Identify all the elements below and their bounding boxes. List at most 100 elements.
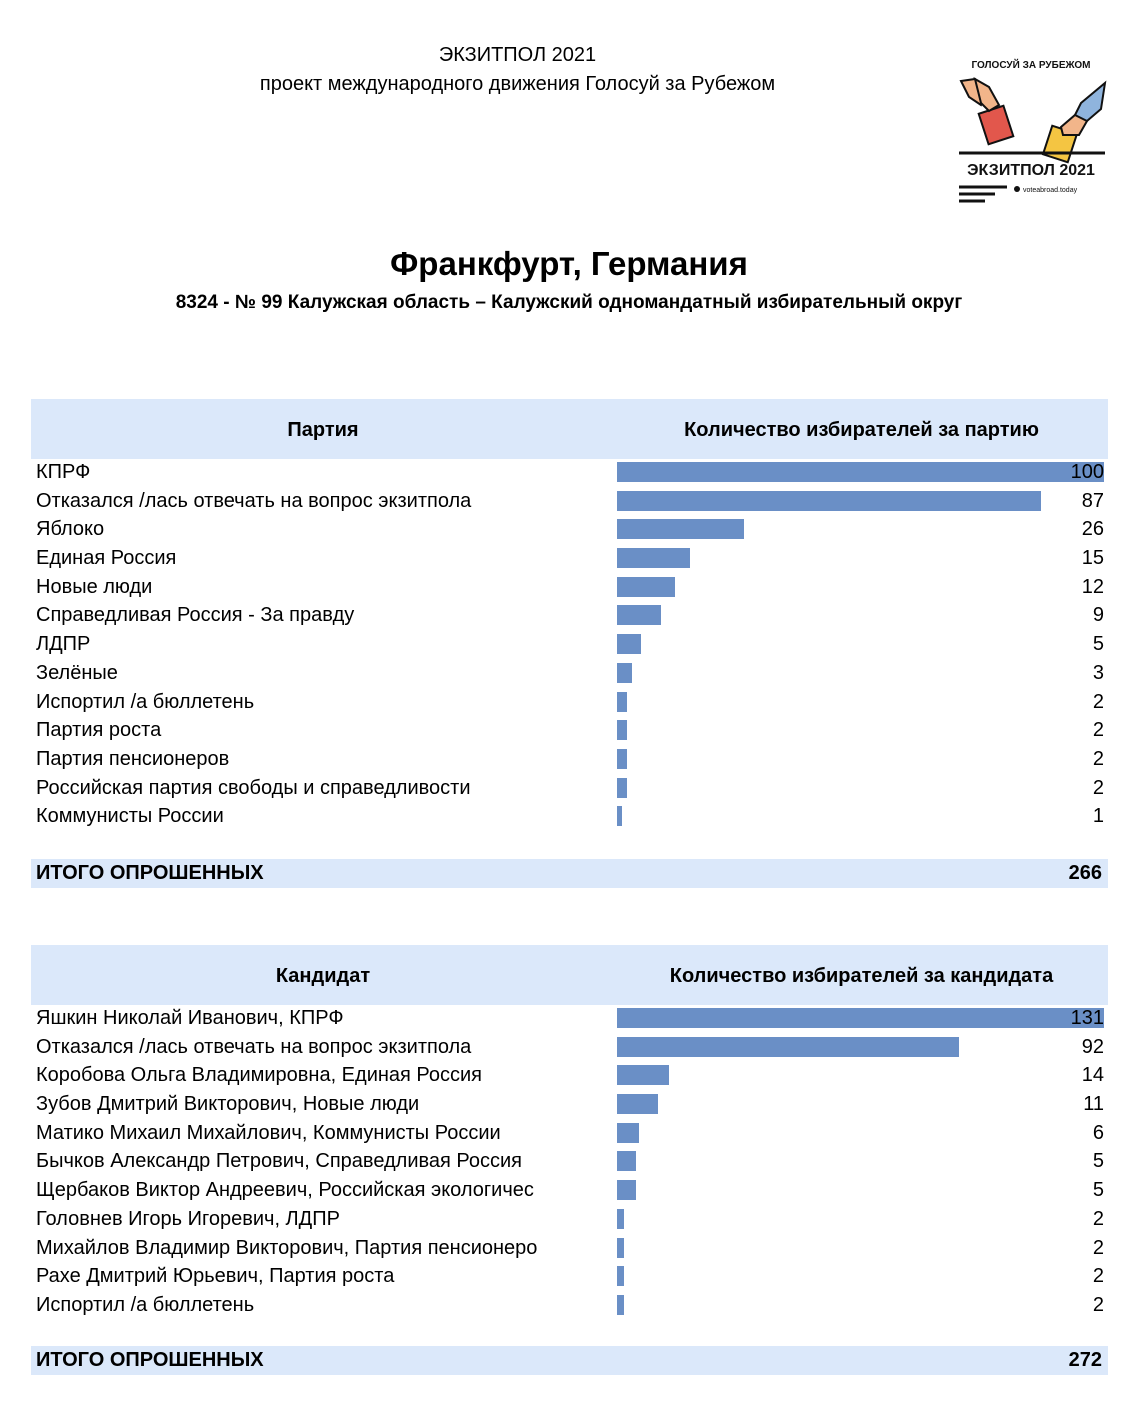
category-label: Испортил /а бюллетень (36, 690, 255, 713)
candidate-table-header: Кандидат Количество избирателей за канди… (31, 945, 1108, 1005)
chart-row: Зелёные 3 (31, 660, 1108, 689)
value-label: 12 (1081, 575, 1104, 598)
value-label: 2 (1092, 1293, 1104, 1316)
value-bar (617, 720, 627, 741)
chart-row: Единая Россия 15 (31, 545, 1108, 574)
candidate-votes-column-header: Количество избирателей за кандидата (669, 965, 1054, 987)
exitpoll-logo: ГОЛОСУЙ ЗА РУБЕЖОМ ЭКЗИТПОЛ 2021 voteabr… (959, 58, 1107, 203)
category-label: Новые люди (36, 575, 153, 598)
category-label: Единая Россия (36, 547, 177, 570)
chart-row: Коммунисты России 1 (31, 803, 1108, 832)
value-bar (617, 748, 627, 769)
category-label: Щербаков Виктор Андреевич, Российская эк… (36, 1179, 534, 1202)
chart-row: Партия пенсионеров 2 (31, 746, 1108, 775)
value-bar (617, 777, 627, 798)
value-bar (617, 1094, 658, 1115)
party-votes-column-header: Количество избирателей за партию (684, 419, 1039, 441)
logo-top-text: ГОЛОСУЙ ЗА РУБЕЖОМ (971, 58, 1090, 71)
category-label: ЛДПР (36, 633, 91, 656)
chart-row: Испортил /а бюллетень 2 (31, 689, 1108, 718)
category-label: Справедливая Россия - За правду (36, 604, 355, 627)
value-label: 2 (1092, 1236, 1104, 1259)
value-bar (617, 1036, 959, 1057)
value-bar (617, 576, 675, 597)
chart-row: Справедливая Россия - За правду 9 (31, 602, 1108, 631)
value-bar (617, 548, 690, 569)
report-subtitle: проект международного движения Голосуй з… (259, 73, 776, 95)
value-label: 5 (1092, 1150, 1104, 1173)
value-bar (617, 806, 622, 827)
value-bar (617, 662, 632, 683)
chart-row: Партия роста 2 (31, 717, 1108, 746)
category-label: Рахе Дмитрий Юрьевич, Партия роста (36, 1265, 395, 1288)
logo-site-text: voteabroad.today (1023, 187, 1078, 194)
value-label: 92 (1081, 1035, 1104, 1058)
chart-row: Рахе Дмитрий Юрьевич, Партия роста 2 (31, 1263, 1108, 1292)
value-bar (617, 605, 661, 626)
chart-row: Яблоко 26 (31, 516, 1108, 545)
value-label: 100 (1070, 461, 1104, 483)
chart-row: Новые люди 12 (31, 574, 1108, 603)
candidate-total-value: 272 (1068, 1349, 1102, 1371)
party-table-header: Партия Количество избирателей за партию (31, 399, 1108, 459)
category-label: Коробова Ольга Владимировна, Единая Росс… (36, 1064, 483, 1087)
value-bar (617, 1266, 624, 1287)
value-bar (617, 1065, 669, 1086)
value-label: 26 (1081, 518, 1104, 541)
category-label: Матико Михаил Михайлович, Коммунисты Рос… (36, 1121, 501, 1144)
value-label: 2 (1092, 1265, 1104, 1288)
value-bar (617, 519, 744, 540)
candidate-column-header: Кандидат (275, 965, 371, 987)
category-label: Михайлов Владимир Викторович, Партия пен… (36, 1236, 538, 1259)
value-label: 2 (1092, 747, 1104, 770)
category-label: Яшкин Николай Иванович, КПРФ (36, 1007, 344, 1029)
value-bar (617, 462, 1104, 482)
chart-row: Щербаков Виктор Андреевич, Российская эк… (31, 1177, 1108, 1206)
chart-row: Коробова Ольга Владимировна, Единая Росс… (31, 1062, 1108, 1091)
category-label: Зубов Дмитрий Викторович, Новые люди (36, 1093, 420, 1116)
category-label: Бычков Александр Петрович, Справедливая … (36, 1150, 523, 1173)
category-label: Партия роста (36, 719, 162, 742)
chart-row: Зубов Дмитрий Викторович, Новые люди 11 (31, 1091, 1108, 1120)
chart-row: Отказался /лась отвечать на вопрос экзит… (31, 1034, 1108, 1063)
category-label: Партия пенсионеров (36, 747, 230, 770)
value-label: 2 (1092, 719, 1104, 742)
value-label: 14 (1081, 1064, 1104, 1087)
value-bar (617, 1122, 639, 1143)
category-label: Отказался /лась отвечать на вопрос экзит… (36, 489, 472, 512)
chart-row: Российская партия свободы и справедливос… (31, 775, 1108, 804)
value-label: 87 (1081, 489, 1104, 512)
value-label: 5 (1092, 1179, 1104, 1202)
chart-row: Михайлов Владимир Викторович, Партия пен… (31, 1235, 1108, 1264)
category-label: Отказался /лась отвечать на вопрос экзит… (36, 1035, 472, 1058)
value-bar (617, 1008, 1104, 1028)
value-bar (617, 1208, 624, 1229)
chart-row: ЛДПР 5 (31, 631, 1108, 660)
value-label: 15 (1081, 547, 1104, 570)
value-bar (617, 634, 641, 655)
value-bar (617, 691, 627, 712)
candidate-total-row: ИТОГО ОПРОШЕННЫХ 272 (31, 1346, 1108, 1375)
party-total-value: 266 (1068, 862, 1102, 884)
chart-row: Бычков Александр Петрович, Справедливая … (31, 1148, 1108, 1177)
value-bar (617, 1180, 636, 1201)
city-title: Франкфурт, Германия (390, 245, 748, 282)
chart-row: Матико Михаил Михайлович, Коммунисты Рос… (31, 1120, 1108, 1149)
category-label: Головнев Игорь Игоревич, ЛДПР (36, 1207, 340, 1230)
category-label: Коммунисты России (36, 805, 224, 828)
candidate-rows: Яшкин Николай Иванович, КПРФ 131 Отказался… (31, 1005, 1108, 1321)
category-label: Российская партия свободы и справедливос… (36, 776, 471, 799)
value-bar (617, 490, 1041, 511)
category-label: Испортил /а бюллетень (36, 1293, 255, 1316)
value-label: 2 (1092, 776, 1104, 799)
value-label: 2 (1092, 1207, 1104, 1230)
party-rows: КПРФ 100 Отказался /лась отвечать на вопро… (31, 459, 1108, 832)
value-label: 2 (1092, 690, 1104, 713)
value-label: 3 (1092, 661, 1104, 684)
party-total-row: ИТОГО ОПРОШЕННЫХ 266 (31, 859, 1108, 888)
category-label: Зелёные (36, 661, 118, 684)
value-label: 5 (1092, 633, 1104, 656)
category-label: КПРФ (36, 461, 91, 483)
logo-bottom-text: ЭКЗИТПОЛ 2021 (967, 162, 1095, 179)
party-column-header: Партия (287, 419, 359, 441)
